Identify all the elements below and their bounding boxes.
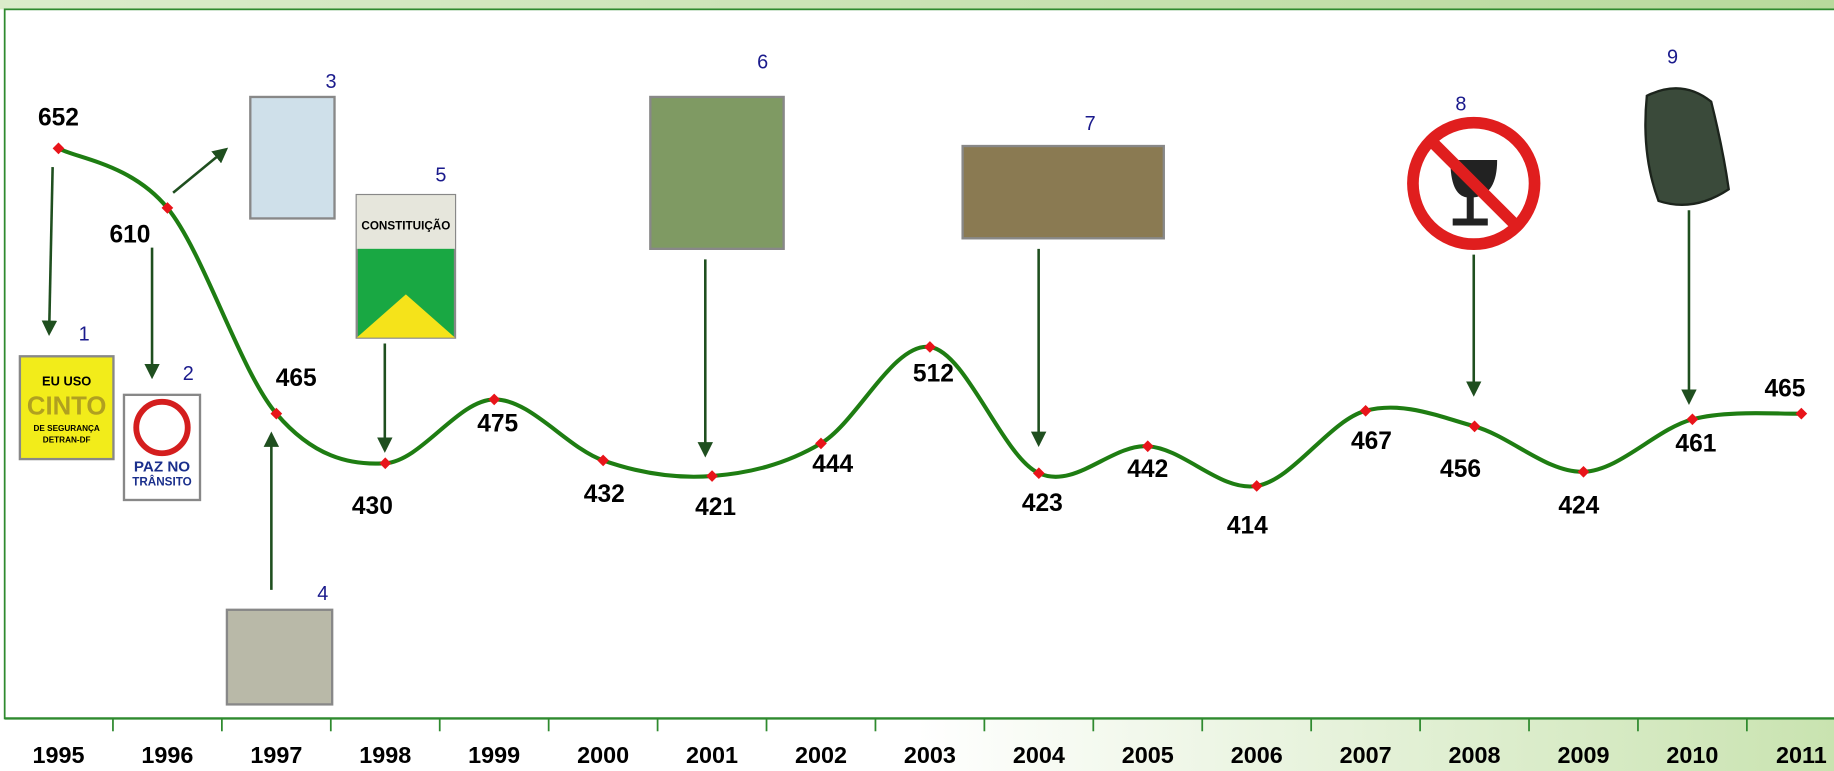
data-label: 432 — [584, 481, 625, 508]
x-tick-label: 2006 — [1231, 742, 1283, 768]
x-tick-label: 1997 — [250, 742, 302, 768]
x-tick-label: 1995 — [32, 742, 84, 768]
picture-text: CONSTITUIÇÃO — [361, 220, 450, 233]
data-label: 424 — [1558, 492, 1599, 519]
data-marker — [597, 455, 609, 467]
x-tick-label: 2000 — [577, 742, 629, 768]
data-label: 423 — [1022, 490, 1063, 517]
annotation-image: CONSTITUIÇÃO — [357, 195, 455, 338]
data-label: 475 — [477, 411, 518, 438]
annotation-number: 3 — [325, 71, 336, 93]
x-tick-label: 2003 — [904, 742, 956, 768]
data-marker — [1142, 440, 1154, 452]
picture-text: PAZ NO — [134, 458, 190, 475]
annotation-number: 8 — [1455, 93, 1466, 115]
plot: 1995 1996 1997 1998 1999 2000 2001 2002 2003 2004… — [20, 47, 1827, 768]
chart: 1995 1996 1997 1998 1999 2000 2001 2002 2003 2004… — [0, 0, 1834, 771]
data-marker — [1578, 466, 1590, 478]
x-tick-label: 2010 — [1666, 742, 1718, 768]
x-tick-label: 2011 — [1776, 742, 1827, 768]
annotation-image — [963, 146, 1164, 238]
picture-text: DETRAN-DF — [43, 436, 91, 445]
data-marker — [1687, 413, 1699, 425]
annotation-image: EU USO CINTO DE SEGURANÇA DETRAN-DF — [20, 356, 114, 459]
annotation-number: 4 — [317, 583, 328, 605]
data-marker — [379, 457, 391, 469]
data-marker — [1360, 405, 1372, 417]
data-label: 610 — [110, 221, 151, 248]
x-tick-label: 2005 — [1122, 742, 1174, 768]
picture — [250, 97, 334, 218]
data-label: 456 — [1440, 456, 1481, 483]
annotation-image — [1645, 88, 1728, 205]
data-marker — [706, 470, 718, 482]
x-tick-label: 1999 — [468, 742, 520, 768]
picture-text: TRÂNSITO — [132, 476, 191, 489]
picture-text: CINTO — [27, 393, 107, 421]
annotation-image — [650, 97, 783, 249]
arrow — [49, 167, 53, 333]
picture — [650, 97, 783, 249]
picture — [963, 146, 1164, 238]
annotation-number: 1 — [79, 324, 90, 346]
picture-text: DE SEGURANÇA — [34, 424, 100, 433]
x-tick-label: 2001 — [686, 742, 738, 768]
annotation-image — [1413, 123, 1535, 244]
annotation-number: 2 — [183, 363, 194, 385]
data-marker — [924, 341, 936, 353]
data-label: 444 — [812, 451, 853, 478]
data-label: 465 — [276, 365, 317, 392]
data-marker — [1251, 480, 1263, 492]
x-tick-label: 2009 — [1557, 742, 1609, 768]
x-tick-label: 1996 — [141, 742, 193, 768]
annotation-number: 6 — [757, 51, 768, 73]
annotation-number: 7 — [1085, 113, 1096, 135]
x-tick-label: 2004 — [1013, 742, 1065, 768]
picture — [227, 610, 332, 705]
data-marker — [53, 143, 65, 155]
annotation-number: 5 — [435, 165, 446, 187]
arrow — [173, 150, 226, 193]
data-label: 512 — [913, 360, 954, 387]
data-label: 652 — [38, 105, 79, 132]
data-label: 430 — [352, 493, 393, 520]
picture-text: EU USO — [42, 373, 91, 388]
data-marker — [1795, 408, 1807, 420]
data-label: 442 — [1127, 456, 1168, 483]
data-marker — [488, 394, 500, 406]
data-label: 414 — [1227, 512, 1268, 539]
annotation-image — [227, 610, 332, 705]
top-strip — [0, 0, 1834, 9]
x-tick-label: 1998 — [359, 742, 411, 768]
data-label: 467 — [1351, 428, 1392, 455]
data-label: 465 — [1764, 376, 1805, 403]
x-tick-label: 2008 — [1449, 742, 1501, 768]
x-tick-label: 2007 — [1340, 742, 1392, 768]
data-label: 461 — [1675, 430, 1716, 457]
annotation-image — [250, 97, 334, 218]
seat — [1645, 88, 1728, 205]
sign — [136, 402, 187, 453]
x-tick-label: 2002 — [795, 742, 847, 768]
annotation-number: 9 — [1667, 47, 1678, 69]
data-label: 421 — [695, 494, 736, 521]
data-marker — [1469, 421, 1481, 433]
page: {"chart_data": {"type": "line", "categor… — [0, 0, 1834, 771]
